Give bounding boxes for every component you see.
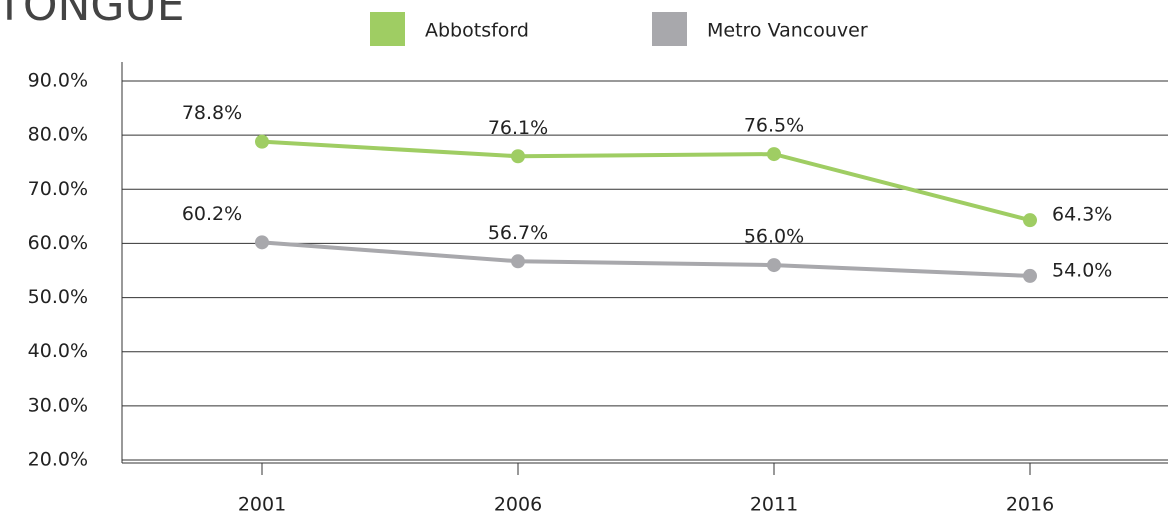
legend-label: Abbotsford <box>425 20 529 42</box>
data-label: 54.0% <box>1052 259 1112 281</box>
y-tick-label: 80.0% <box>28 124 88 146</box>
point <box>255 134 269 149</box>
y-tick-label: 30.0% <box>28 394 88 416</box>
y-tick-label: 70.0% <box>28 178 88 200</box>
data-label: 60.2% <box>182 203 242 225</box>
y-tick-label: 20.0% <box>28 449 88 471</box>
point <box>767 258 781 273</box>
chart-title: TONGUE <box>0 0 185 31</box>
y-tick-label: 90.0% <box>28 70 88 92</box>
data-label: 76.5% <box>744 115 804 137</box>
data-label: 78.8% <box>182 102 242 124</box>
y-tick-label: 50.0% <box>28 286 88 308</box>
x-tick-label: 2001 <box>238 494 286 516</box>
legend-swatch <box>370 12 405 46</box>
point <box>767 147 781 162</box>
legend-label: Metro Vancouver <box>707 20 868 42</box>
y-tick-label: 60.0% <box>28 232 88 254</box>
series-line <box>261 240 1031 278</box>
point <box>511 149 525 164</box>
x-tick-label: 2011 <box>750 494 798 516</box>
point <box>255 235 269 250</box>
y-tick-label: 40.0% <box>28 340 88 362</box>
series-line <box>261 139 1031 223</box>
legend-swatch <box>652 12 687 46</box>
x-tick-label: 2006 <box>494 494 542 516</box>
data-label: 56.0% <box>744 226 804 248</box>
data-label: 76.1% <box>488 117 548 139</box>
point <box>511 254 525 269</box>
x-tick-label: 2016 <box>1006 494 1054 516</box>
point <box>1023 213 1037 228</box>
data-label: 64.3% <box>1052 204 1112 226</box>
point <box>1023 268 1037 283</box>
data-label: 56.7% <box>488 222 548 244</box>
